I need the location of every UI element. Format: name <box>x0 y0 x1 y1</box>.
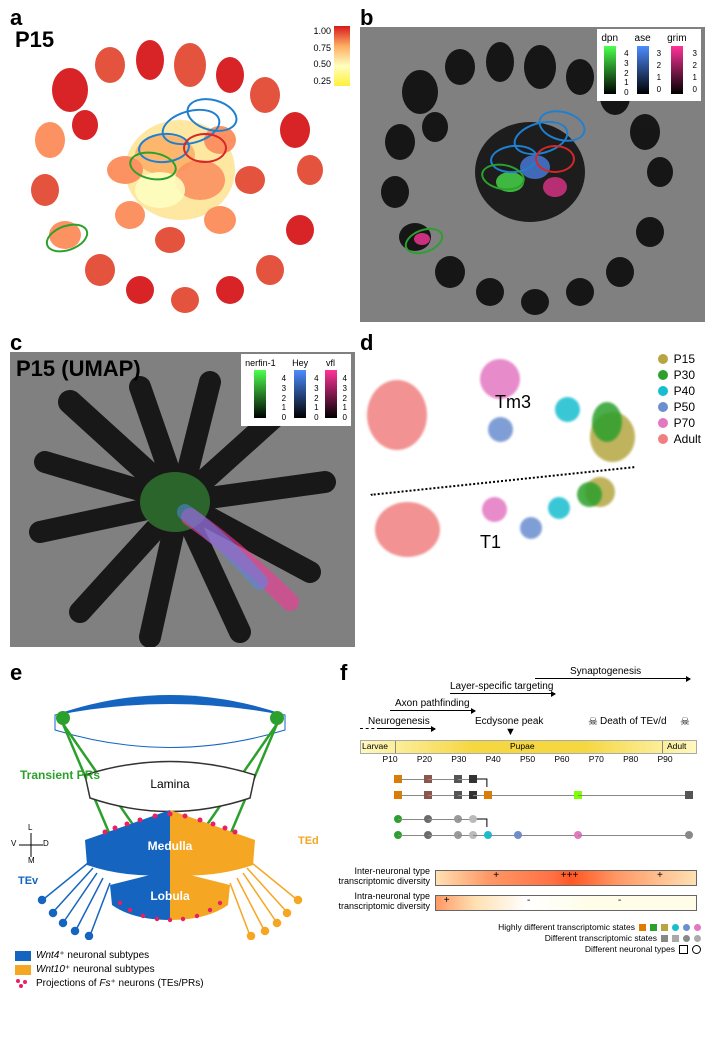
axon-label: Axon pathfinding <box>395 698 470 709</box>
legend-d-item: P40 <box>658 384 701 398</box>
marker-series <box>360 775 695 855</box>
svg-text:Retina: Retina <box>150 702 191 717</box>
compass-d: D <box>43 839 49 848</box>
gene-label: nerfin-1 <box>245 358 276 368</box>
legend-e-label: Wnt4⁺ neuronal subtypes <box>36 950 149 961</box>
adult-label: Adult <box>667 741 686 751</box>
figure-root: a P15 <box>0 0 714 1050</box>
legend-d-item: P50 <box>658 400 701 414</box>
cbar-a-tick: 0.50 <box>313 59 331 69</box>
death-label: Death of TEv/d <box>600 716 667 727</box>
legend-d-item: P70 <box>658 416 701 430</box>
tev-label: TEv <box>18 875 38 887</box>
cluster-tm3-label: Tm3 <box>495 392 531 413</box>
svg-text:Lobula: Lobula <box>150 889 190 903</box>
gene-label: grim <box>667 33 686 44</box>
panel-a-colorbar: 1.00 0.75 0.50 0.25 <box>310 23 353 89</box>
panel-d-plot: Tm3 T1 <box>360 352 650 647</box>
cbar-a-gradient <box>334 26 350 86</box>
compass-m: M <box>28 856 35 865</box>
gene-label: dpn <box>601 33 618 44</box>
synapto-arrow <box>535 678 690 679</box>
legend-d-item: P15 <box>658 352 701 366</box>
panel-a: a P15 <box>10 5 355 325</box>
legend-d-item: Adult <box>658 432 701 446</box>
inter-label: Inter-neuronal typetranscriptomic divers… <box>335 867 430 887</box>
panel-d: d Tm3 T1 P15P30P40P50P70Adult <box>360 330 705 650</box>
gene-label: ase <box>635 33 651 44</box>
panel-c: c P15 (UMAP) <box>10 330 355 650</box>
panel-f-footer-legend: Highly different transcriptomic states D… <box>441 922 701 955</box>
timepoints-row: P10P20P30P40P50P60P70P80P90 <box>390 754 665 766</box>
death-skull2: ☠ <box>680 715 690 728</box>
panel-d-legend: P15 P30 P40 P50 P70 Adult <box>658 352 701 448</box>
intra-bar: + - - <box>435 895 697 911</box>
legend-e-label: Wnt10⁺ neuronal subtypes <box>36 964 155 975</box>
legend-e-label: Projections of Fs⁺ neurons (TEs/PRs) <box>36 978 204 989</box>
panel-b: b <box>360 5 705 325</box>
transient-prs-label: Transient PRs <box>20 768 100 782</box>
ecdysone-marker: ▼ <box>505 726 516 738</box>
panel-f: f Neurogenesis Axon pathfinding Layer-sp… <box>340 660 705 1040</box>
pupae-label: Pupae <box>510 741 535 751</box>
cluster-t1-label: T1 <box>480 532 501 553</box>
death-skull: ☠ <box>588 715 598 728</box>
panel-a-ellipses <box>10 20 355 320</box>
neurogenesis-arrow <box>380 728 435 729</box>
gene-label: vfl <box>326 358 335 368</box>
compass: L M V D <box>16 830 46 860</box>
cbar-a-tick: 0.75 <box>313 43 331 53</box>
panel-e-legend: Wnt4⁺ neuronal subtypes Wnt10⁺ neuronal … <box>15 950 204 992</box>
intra-label: Intra-neuronal typetranscriptomic divers… <box>335 892 430 912</box>
layer-arrow <box>450 693 555 694</box>
synapto-label: Synaptogenesis <box>570 666 641 677</box>
gene-label: Hey <box>292 358 308 368</box>
flegend-label: Different transcriptomic states <box>545 933 657 943</box>
neurogenesis-label: Neurogenesis <box>368 716 430 727</box>
panel-c-title: P15 (UMAP) <box>16 356 141 382</box>
flegend-label: Different neuronal types <box>585 944 675 954</box>
panel-c-colorbar: nerfin-1 43210 Hey 43210 vfl 43210 <box>241 354 351 426</box>
panel-b-colorbar: dpn 43210 ase 3210 grim 3210 <box>597 29 701 101</box>
panel-e-schematic: Retina Lamina Medulla <box>15 680 325 940</box>
ted-label: TEd <box>298 835 319 847</box>
compass-l: L <box>28 823 32 832</box>
larvae-label: Larvae <box>362 741 388 751</box>
panel-e: e Retina Lamina Medulla <box>10 660 330 1040</box>
compass-v: V <box>11 839 16 848</box>
svg-text:Lamina: Lamina <box>150 777 190 791</box>
legend-d-item: P30 <box>658 368 701 382</box>
inter-bar: + +++ + <box>435 870 697 886</box>
cbar-a-tick: 1.00 <box>313 26 331 36</box>
panel-f-label: f <box>340 660 347 686</box>
axon-arrow <box>390 710 475 711</box>
svg-text:Medulla: Medulla <box>148 839 193 853</box>
neurogenesis-dashed <box>360 728 380 729</box>
layer-label: Layer-specific targeting <box>450 681 553 692</box>
flegend-label: Highly different transcriptomic states <box>498 922 635 932</box>
cbar-a-tick: 0.25 <box>313 76 331 86</box>
